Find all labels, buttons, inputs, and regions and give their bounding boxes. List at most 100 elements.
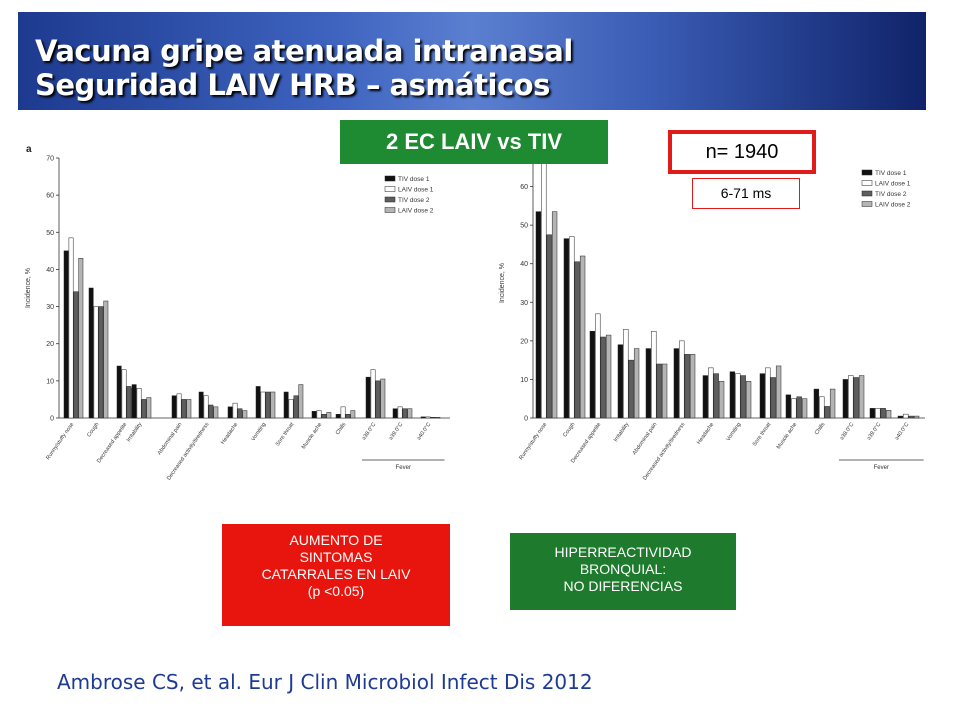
category-label: ≥38.0°C	[361, 422, 377, 442]
bar-3	[600, 336, 606, 419]
bar-3	[293, 395, 299, 419]
bar-2	[903, 413, 909, 419]
bar-4	[186, 399, 192, 419]
bar-4	[551, 211, 558, 419]
category-label: Sore throat	[752, 421, 773, 447]
category-label: Muscle ache	[301, 422, 324, 451]
category-label: ≥40.0°C	[894, 422, 910, 442]
bar-4	[689, 354, 696, 419]
category-label: Runny/stuffy nose	[45, 422, 75, 461]
bar-2	[623, 329, 629, 419]
bar-4	[745, 381, 752, 419]
bar-3	[208, 404, 214, 419]
bar-2	[121, 369, 127, 419]
y-axis-label: Incidence, %	[25, 268, 32, 308]
bar-3	[73, 291, 79, 419]
bar-1	[589, 330, 596, 419]
category-label: ≥39.0°C	[388, 422, 404, 442]
bar-4	[885, 410, 892, 419]
title-banner: Vacuna gripe atenuada intranasal Segurid…	[18, 12, 926, 110]
y-tick-label: 0	[524, 416, 528, 423]
legend-label: TIV dose 1	[398, 176, 430, 183]
category-label: ≥39.0°C	[866, 422, 882, 442]
bar-2	[541, 155, 547, 419]
y-tick-label: 20	[46, 341, 54, 348]
bar-1	[420, 416, 426, 419]
bar-2	[260, 391, 266, 419]
bar-3	[908, 415, 914, 419]
bar-1	[88, 287, 94, 419]
bar-4	[661, 363, 668, 419]
bar-3	[321, 414, 327, 419]
y-tick-label: 70	[46, 156, 54, 163]
bar-3	[98, 306, 104, 419]
bar-2	[679, 340, 685, 419]
note-line: CATARRALES EN LAIV	[261, 566, 411, 582]
bar-4	[801, 398, 808, 419]
bar-3	[345, 414, 351, 419]
bar-1	[842, 379, 849, 419]
bar-2	[203, 395, 209, 419]
bar-3	[375, 380, 381, 419]
bar-1	[227, 406, 233, 419]
bar-3	[574, 261, 580, 419]
y-tick-label: 50	[520, 223, 528, 230]
note-line: AUMENTO DE	[289, 532, 383, 548]
bar-2	[875, 408, 881, 419]
bar-3	[853, 377, 859, 419]
bar-2	[425, 416, 431, 419]
bar-4	[775, 365, 782, 419]
y-tick-label: 10	[520, 377, 528, 384]
bar-2	[765, 367, 771, 419]
category-label: Vomiting	[725, 422, 742, 443]
note-line: HIPERREACTIVIDAD	[554, 544, 692, 560]
bar-4	[103, 300, 109, 419]
bar-4	[78, 258, 84, 419]
bar-2	[651, 330, 657, 419]
bar-3	[880, 408, 886, 419]
bar-2	[569, 236, 575, 419]
reference-citation: Ambrose CS, et al. Eur J Clin Microbiol …	[57, 670, 593, 694]
fever-group-label: Fever	[396, 465, 411, 471]
y-tick-label: 30	[520, 300, 528, 307]
category-label: Headache	[696, 422, 715, 446]
bar-1	[617, 344, 624, 419]
bar-1	[335, 414, 341, 419]
category-label: Abdominal pain	[632, 422, 659, 457]
y-tick-label: 40	[520, 261, 528, 268]
category-label: ≥40.0°C	[416, 422, 432, 442]
bar-1	[63, 250, 69, 419]
legend-swatch	[384, 175, 396, 182]
legend-swatch	[861, 190, 873, 197]
bar-2	[708, 367, 714, 419]
y-tick-label: 30	[46, 304, 54, 311]
bar-2	[288, 399, 294, 419]
bar-1	[645, 348, 652, 419]
bar-3	[824, 406, 830, 419]
legend-swatch	[384, 207, 396, 213]
bar-2	[316, 410, 322, 419]
bar-1	[255, 386, 261, 419]
bar-1	[897, 415, 904, 419]
bar-3	[713, 373, 719, 419]
bar-3	[796, 396, 802, 419]
bar-4	[298, 384, 304, 419]
legend-label: LAIV dose 2	[398, 208, 434, 215]
bar-4	[407, 408, 413, 419]
bar-4	[213, 406, 219, 419]
y-tick-label: 20	[520, 338, 528, 345]
y-tick-label: 50	[46, 230, 54, 237]
bar-4	[380, 378, 386, 419]
bar-2	[397, 406, 403, 419]
category-label: Chills	[814, 422, 827, 437]
bar-2	[176, 393, 182, 419]
bar-3	[770, 377, 776, 419]
legend-label: TIV dose 2	[398, 197, 430, 204]
bar-3	[684, 354, 690, 419]
panel-label: a	[26, 144, 32, 155]
category-label: Runny/stuffy nose	[518, 422, 548, 461]
legend-swatch	[384, 196, 396, 203]
bar-1	[702, 375, 709, 419]
bar-1	[813, 388, 820, 419]
